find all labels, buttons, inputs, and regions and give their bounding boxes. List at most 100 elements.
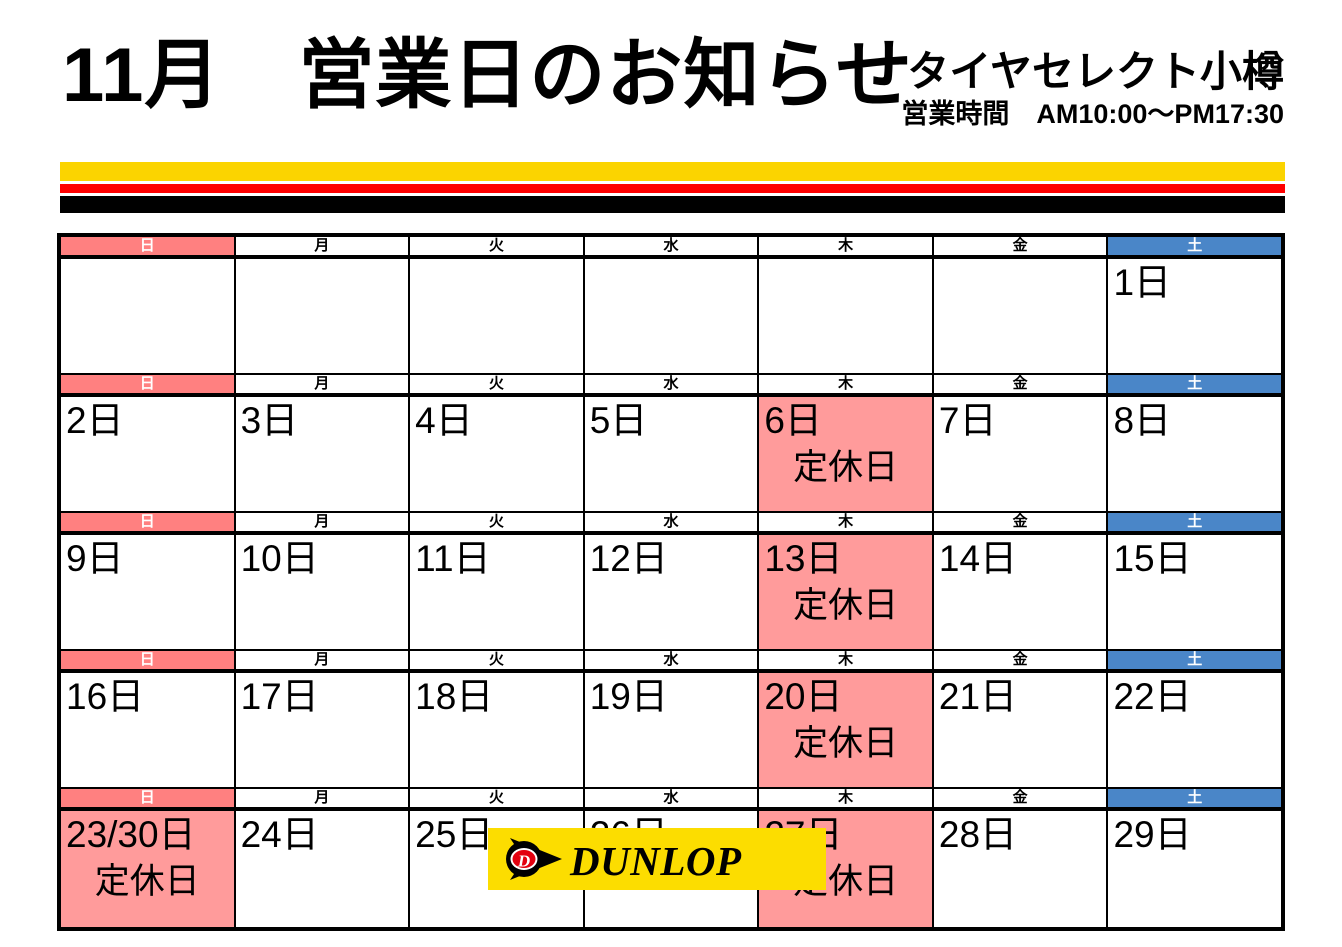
calendar-day-cell: 22日 xyxy=(1108,673,1282,787)
calendar-day-cell: 7日 xyxy=(933,397,1109,511)
closed-day-label: 定休日 xyxy=(793,586,899,625)
bar-gap-2 xyxy=(60,193,1285,196)
calendar-day-cell xyxy=(235,259,411,373)
day-of-week-header: 月 xyxy=(235,789,411,807)
closed-day-label: 定休日 xyxy=(94,862,200,901)
day-of-week-header: 日 xyxy=(61,237,236,255)
day-of-week-header: 木 xyxy=(759,789,934,807)
calendar-day-cell: 28日 xyxy=(933,811,1109,927)
day-number: 11日 xyxy=(415,538,491,579)
day-of-week-header: 水 xyxy=(584,789,760,807)
calendar-row: 9日 10日 11日 12日 13日 定休日 14日 15日 xyxy=(61,535,1282,651)
day-number: 22日 xyxy=(1113,676,1192,717)
calendar-day-cell: 2日 xyxy=(61,397,236,511)
calendar-row: 16日 17日 18日 19日 20日 定休日 21日 22日 xyxy=(61,673,1282,789)
day-of-week-header: 月 xyxy=(235,237,411,255)
bar-black xyxy=(60,196,1285,213)
calendar-day-cell: 19日 xyxy=(584,673,760,787)
calendar-day-cell-closed: 20日 定休日 xyxy=(759,673,934,787)
bar-yellow xyxy=(60,162,1285,181)
calendar-week: 日月火水木金土 9日 10日 11日 12日 13日 定休日 14日 15日 xyxy=(61,513,1282,651)
day-of-week-header: 金 xyxy=(933,375,1109,393)
day-number: 29日 xyxy=(1113,814,1192,855)
day-number: 18日 xyxy=(415,676,494,717)
day-number: 25日 xyxy=(415,814,494,855)
day-of-week-header: 土 xyxy=(1108,375,1282,393)
day-number: 8日 xyxy=(1113,400,1172,441)
calendar-day-cell: 3日 xyxy=(235,397,411,511)
day-number: 28日 xyxy=(938,814,1018,855)
day-number: 15日 xyxy=(1113,538,1192,579)
calendar-day-cell xyxy=(584,259,760,373)
day-number: 17日 xyxy=(240,676,319,717)
day-of-week-header: 火 xyxy=(410,375,585,393)
calendar-row: 1日 xyxy=(61,259,1282,375)
calendar-day-cell: 16日 xyxy=(61,673,236,787)
day-number: 21日 xyxy=(938,676,1018,717)
day-number: 13日 xyxy=(764,538,843,579)
bar-red xyxy=(60,184,1285,193)
day-number: 7日 xyxy=(938,400,997,441)
day-of-week-header: 水 xyxy=(584,237,760,255)
day-number: 9日 xyxy=(66,538,124,579)
calendar-day-cell: 9日 xyxy=(61,535,236,649)
calendar-day-cell: 5日 xyxy=(584,397,760,511)
shop-info: タイヤセレクト小樽 営業時間 AM10:00〜PM17:30 xyxy=(901,48,1284,130)
day-of-week-header: 日 xyxy=(61,375,236,393)
day-of-week-header: 金 xyxy=(933,651,1109,669)
day-of-week-header: 土 xyxy=(1108,237,1282,255)
day-of-week-header: 火 xyxy=(410,237,585,255)
day-of-week-header: 水 xyxy=(584,651,760,669)
closed-day-label: 定休日 xyxy=(793,448,899,487)
day-of-week-header: 金 xyxy=(933,789,1109,807)
day-of-week-row: 日月火水木金土 xyxy=(61,789,1282,811)
day-number: 6日 xyxy=(764,400,822,441)
calendar-day-cell: 24日 xyxy=(235,811,411,927)
day-of-week-header: 月 xyxy=(235,375,411,393)
calendar-table: 日月火水木金土 1日日月火水木金土 2日 3日 4日 5日 6日 定休日 7日 8日日月火水木金土… xyxy=(57,233,1285,931)
calendar-day-cell: 15日 xyxy=(1108,535,1282,649)
shop-name: タイヤセレクト小樽 xyxy=(907,48,1284,95)
day-of-week-header: 月 xyxy=(235,651,411,669)
calendar-day-cell: 21日 xyxy=(933,673,1109,787)
calendar-day-cell xyxy=(759,259,934,373)
calendar-day-cell: 29日 xyxy=(1108,811,1282,927)
day-of-week-header: 火 xyxy=(410,513,585,531)
day-number: 12日 xyxy=(589,538,668,579)
day-number: 4日 xyxy=(415,400,473,441)
business-hours: 営業時間 AM10:00〜PM17:30 xyxy=(901,99,1284,130)
calendar-day-cell-closed: 13日定休日 xyxy=(759,535,934,649)
day-number: 23/30日 xyxy=(66,814,196,855)
calendar-day-cell-closed: 6日定休日 xyxy=(759,397,934,511)
calendar-week: 日月火水木金土 1日 xyxy=(61,237,1282,375)
day-number: 24日 xyxy=(240,814,319,855)
day-of-week-header: 木 xyxy=(759,375,934,393)
bar-gap-1 xyxy=(60,181,1285,184)
day-of-week-header: 木 xyxy=(759,513,934,531)
calendar-week: 日月火水木金土 16日 17日 18日 19日 20日 定休日 21日 22日 xyxy=(61,651,1282,789)
day-of-week-header: 水 xyxy=(584,513,760,531)
day-of-week-header: 日 xyxy=(61,513,236,531)
calendar-day-cell xyxy=(410,259,585,373)
calendar-day-cell: 14日 xyxy=(933,535,1109,649)
day-of-week-header: 火 xyxy=(410,651,585,669)
day-of-week-row: 日月火水木金土 xyxy=(61,651,1282,673)
dunlop-logo-icon: D DUNLOP xyxy=(506,838,742,884)
page-header: 11月 営業日のお知らせ タイヤセレクト小樽 営業時間 AM10:00〜PM17… xyxy=(0,0,1342,160)
calendar-day-cell: 12日 xyxy=(584,535,760,649)
day-of-week-header: 水 xyxy=(584,375,760,393)
calendar-day-cell xyxy=(933,259,1109,373)
calendar-day-cell: 8日 xyxy=(1108,397,1282,511)
day-of-week-header: 金 xyxy=(933,513,1109,531)
day-number: 2日 xyxy=(66,400,124,441)
day-of-week-header: 土 xyxy=(1108,513,1282,531)
dunlop-wordmark: DUNLOP xyxy=(569,838,742,884)
day-number: 1日 xyxy=(1113,262,1172,303)
day-of-week-header: 月 xyxy=(235,513,411,531)
day-of-week-header: 金 xyxy=(933,237,1109,255)
day-of-week-row: 日月火水木金土 xyxy=(61,237,1282,259)
day-of-week-header: 日 xyxy=(61,651,236,669)
closed-day-label: 定休日 xyxy=(793,724,899,763)
dunlop-logo: D DUNLOP xyxy=(488,828,826,890)
page-title: 11月 営業日のお知らせ xyxy=(62,33,913,118)
